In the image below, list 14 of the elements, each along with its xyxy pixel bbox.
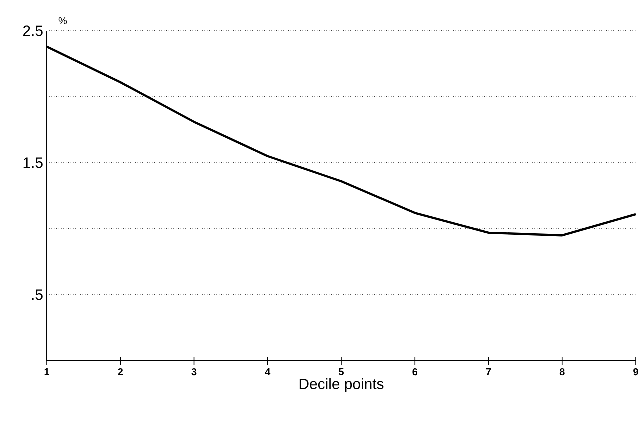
x-tick-label: 4 — [265, 368, 271, 376]
y-tick-label: .5 — [32, 290, 43, 300]
x-axis-title: Decile points — [300, 378, 384, 392]
x-tick-label: 1 — [44, 368, 50, 376]
y-tick-label: 1.5 — [24, 158, 43, 168]
x-tick-label: 5 — [339, 368, 344, 376]
y-tick-label: 2.5 — [23, 26, 43, 36]
x-tick-label: 7 — [486, 368, 492, 376]
x-tick-label: 6 — [412, 368, 418, 376]
x-tick-label: 9 — [634, 368, 638, 376]
x-tick-label: 3 — [192, 368, 197, 376]
y-axis-title: % — [58, 18, 68, 24]
x-tick-label: 2 — [118, 368, 123, 376]
x-tick-label: 8 — [560, 368, 565, 376]
